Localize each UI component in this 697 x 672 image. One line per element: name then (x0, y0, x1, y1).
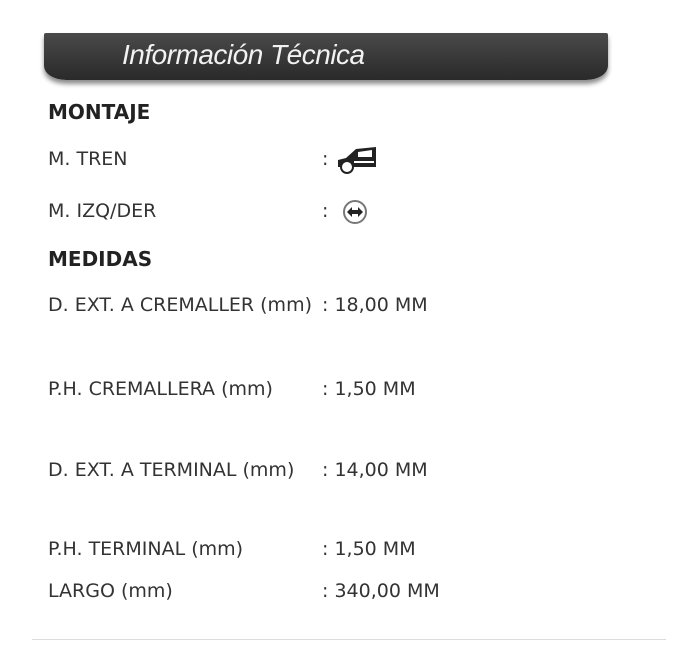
spec-value: 1,50 MM (334, 378, 416, 400)
separator: : (322, 538, 329, 560)
header-banner: Información Técnica (44, 33, 608, 80)
section-title-montaje: MONTAJE (48, 100, 151, 124)
spec-value: 18,00 MM (334, 294, 428, 316)
spec-row: LARGO (mm): 340,00 MM (48, 574, 608, 609)
spec-label: LARGO (mm) (48, 580, 173, 602)
spec-row: M. TREN : (48, 142, 608, 177)
car-front-icon (338, 146, 377, 174)
spec-label: D. EXT. A CREMALLER (mm) (48, 294, 312, 316)
spec-row: M. IZQ/DER : (48, 194, 608, 229)
separator: : (322, 459, 329, 481)
separator: : (322, 200, 329, 222)
spec-row: D. EXT. A TERMINAL (mm): 14,00 MM (48, 453, 608, 488)
left-right-arrow-circle-icon (343, 199, 368, 224)
separator: : (322, 294, 329, 316)
separator: : (322, 580, 329, 602)
spec-row: D. EXT. A CREMALLER (mm): 18,00 MM (48, 288, 608, 323)
separator: : (322, 378, 329, 400)
spec-row: P.H. TERMINAL (mm): 1,50 MM (48, 532, 608, 567)
section-title-medidas: MEDIDAS (48, 247, 153, 271)
spec-value: 14,00 MM (334, 459, 428, 481)
spec-label: M. TREN (48, 148, 128, 170)
separator: : (322, 148, 329, 170)
spec-label: P.H. TERMINAL (mm) (48, 538, 244, 560)
header-title: Información Técnica (122, 39, 365, 70)
spec-value: 340,00 MM (334, 580, 440, 602)
spec-label: M. IZQ/DER (48, 200, 157, 222)
spec-row: P.H. CREMALLERA (mm): 1,50 MM (48, 372, 608, 407)
spec-value: 1,50 MM (334, 538, 416, 560)
spec-label: P.H. CREMALLERA (mm) (48, 378, 273, 400)
divider (32, 639, 666, 640)
spec-label: D. EXT. A TERMINAL (mm) (48, 459, 295, 481)
